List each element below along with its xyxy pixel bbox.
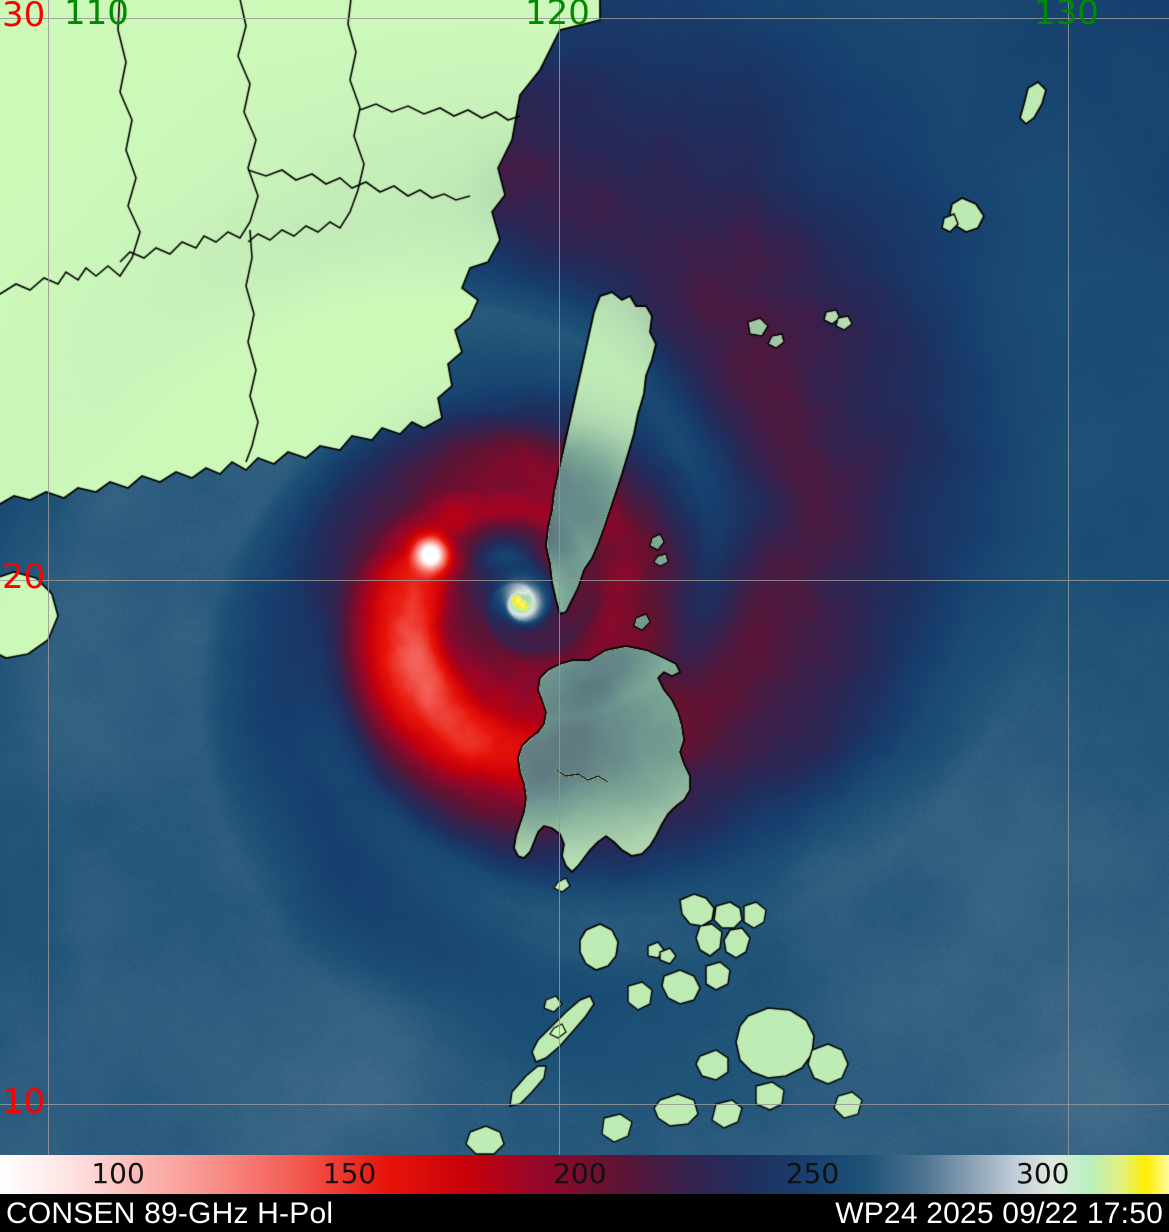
sensor-label: CONSEN 89-GHz H-Pol [6, 1197, 334, 1230]
footer-bar: CONSEN 89-GHz H-Pol WP24 2025 09/22 17:5… [0, 1196, 1169, 1232]
colorbar-tick-200: 200 [553, 1157, 607, 1190]
colorbar-tick-300: 300 [1016, 1157, 1070, 1190]
brightness-temperature-colorbar: 100 150 200 250 300 [0, 1155, 1169, 1196]
colorbar-tick-100: 100 [91, 1157, 145, 1190]
microwave-imagery-canvas [0, 0, 1169, 1155]
storm-timestamp-label: WP24 2025 09/22 17:50 [835, 1197, 1163, 1230]
colorbar-bottom-rule [0, 1194, 1169, 1196]
colorbar-tick-150: 150 [322, 1157, 377, 1190]
map-panel: 110 120 130 30 20 10 [0, 0, 1169, 1155]
colorbar-tick-250: 250 [785, 1157, 840, 1190]
